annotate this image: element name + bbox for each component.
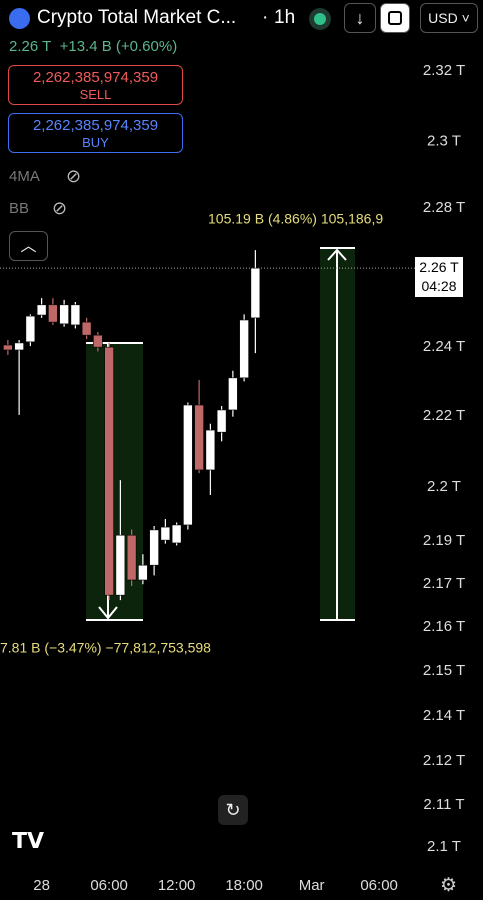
fullscreen-button[interactable] <box>380 3 410 33</box>
candle-body <box>25 315 36 343</box>
candle-body <box>194 404 204 471</box>
x-tick-label: 12:00 <box>158 877 196 894</box>
x-tick-label: 06:00 <box>360 877 398 894</box>
currency-select[interactable]: USD ˅ <box>420 3 478 33</box>
indicator: BB <box>9 200 30 217</box>
y-tick-label: 2.2 T <box>427 478 461 495</box>
candle-body <box>14 342 24 351</box>
candle-body <box>126 534 137 581</box>
y-tick-label: 2.16 T <box>423 618 465 635</box>
annotation: 7.81 B (−3.47%) −77,812,753,598 <box>0 640 211 656</box>
candle-body <box>48 304 58 323</box>
y-tick-label: 2.24 T <box>423 338 465 355</box>
candle-body <box>70 304 81 326</box>
symbol-title[interactable]: Crypto Total Market C... <box>37 7 237 28</box>
y-tick-label: 2.15 T <box>423 662 465 679</box>
candle-body <box>93 334 103 348</box>
buy-button[interactable]: 2,262,385,974,359 BUY <box>8 113 183 153</box>
y-tick-label: 2.32 T <box>423 62 465 79</box>
download-button[interactable]: ↓ <box>344 3 376 33</box>
x-tick-label: 28 <box>33 877 50 894</box>
y-tick-label: 2.17 T <box>423 575 465 592</box>
candle-body <box>216 409 227 433</box>
candle-body <box>183 404 193 526</box>
candle-body <box>239 319 249 379</box>
y-tick-label: 2.22 T <box>423 407 465 424</box>
annotation: 105.19 B (4.86%) 105,186,9 <box>208 211 383 227</box>
x-tick-label: Mar <box>299 877 325 894</box>
settings-button[interactable]: ⚙ <box>440 875 458 896</box>
hide-icon[interactable]: ⊘ <box>66 166 82 186</box>
status <box>309 8 331 30</box>
candle-body <box>3 344 13 351</box>
y-tick-label: 2.14 T <box>423 707 465 724</box>
x-tick-label: 18:00 <box>225 877 263 894</box>
y-tick-label: 2.28 T <box>423 199 465 216</box>
y-tick-label: 2.12 T <box>423 752 465 769</box>
candle-body <box>171 524 182 544</box>
y-tick-label: 2.19 T <box>423 532 465 549</box>
candle-body <box>115 534 126 596</box>
candle-body <box>36 304 47 316</box>
y-tick-label: 2.3 T <box>427 132 461 149</box>
candle-body <box>138 564 148 581</box>
reset-button[interactable]: ↻ <box>218 795 248 825</box>
logo <box>9 8 30 29</box>
separator: · <box>262 7 269 28</box>
collapse-button[interactable]: ︿ <box>9 231 48 261</box>
indicator: 4MA <box>9 168 40 185</box>
y-tick-label: 2.1 T <box>427 838 461 855</box>
hide-icon[interactable]: ⊘ <box>52 198 68 218</box>
x-tick-label: 06:00 <box>90 877 128 894</box>
tv-logo: 𝗧𝗩 <box>12 828 45 853</box>
sell-button[interactable]: 2,262,385,974,359 SELL <box>8 65 183 105</box>
candle-body <box>81 321 92 336</box>
candle-body <box>59 304 69 325</box>
candle-body <box>228 377 238 411</box>
candle-body <box>205 429 216 471</box>
price-tag: 2.26 T 04:28 <box>415 257 463 297</box>
price-change: 2.26 T +13.4 B (+0.60%) <box>9 38 178 55</box>
candle-body <box>250 267 261 319</box>
candle-body <box>160 526 171 541</box>
y-tick-label: 2.11 T <box>423 796 464 813</box>
interval[interactable]: 1h <box>274 7 296 28</box>
candle-body <box>149 529 159 566</box>
candle-body <box>104 346 114 596</box>
